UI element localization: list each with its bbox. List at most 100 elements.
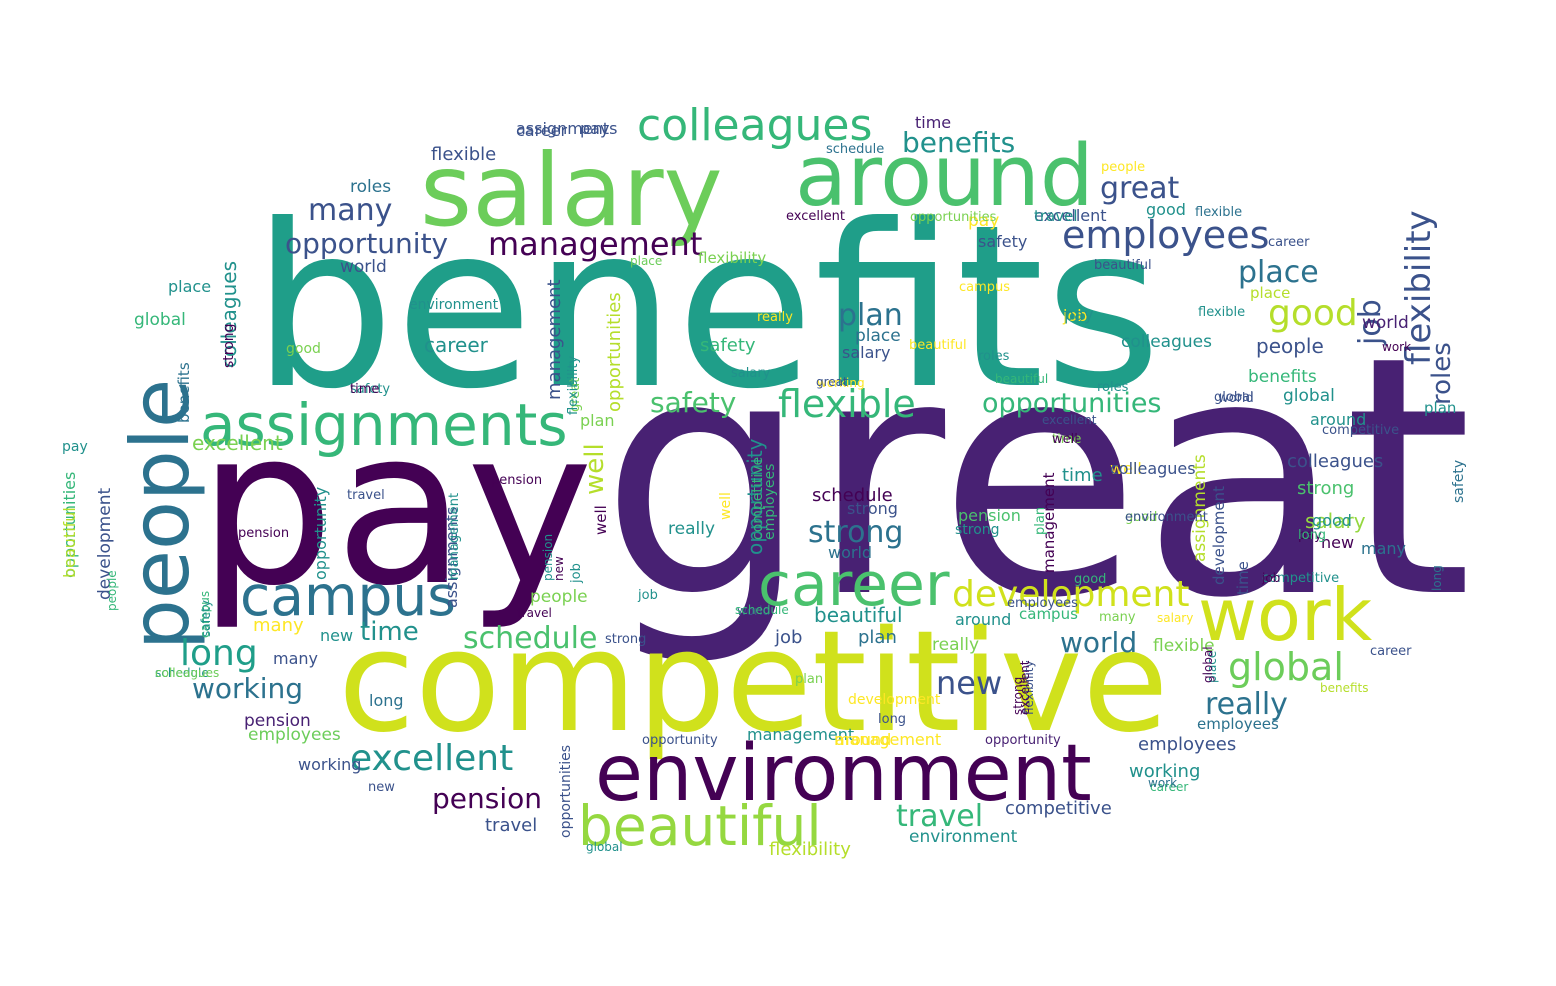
word-competitive: competitive: [750, 457, 766, 540]
word-schedule: schedule: [812, 485, 893, 506]
word-career: career: [1370, 644, 1412, 659]
word-environment: environment: [1125, 510, 1208, 525]
word-management: management: [544, 279, 565, 400]
word-plan: plan: [858, 627, 897, 648]
word-opportunities: opportunities: [604, 292, 625, 412]
word-great: great: [600, 286, 1473, 670]
word-good: good: [1312, 511, 1352, 530]
word-well: well: [718, 492, 734, 520]
word-schedule: schedule: [155, 666, 209, 680]
word-colleagues: colleagues: [217, 261, 241, 368]
word-safety: safety: [199, 600, 213, 637]
word-world: world: [1060, 626, 1137, 659]
word-schedule: schedule: [735, 603, 789, 617]
word-new: new: [368, 780, 395, 795]
word-world: world: [340, 257, 387, 277]
word-really: really: [1205, 687, 1288, 722]
word-pension: pension: [238, 526, 289, 541]
word-safety: safety: [978, 232, 1027, 251]
word-new: new: [320, 626, 353, 645]
word-beautiful: beautiful: [995, 372, 1048, 386]
word-long: long: [1298, 528, 1326, 543]
word-career: career: [424, 333, 489, 357]
word-flexibility: flexibility: [566, 356, 581, 415]
word-time: time: [915, 113, 951, 132]
word-new: new: [936, 664, 1002, 702]
word-global: global: [1201, 646, 1215, 683]
word-career: career: [1268, 235, 1310, 250]
word-pension: pension: [958, 506, 1021, 525]
word-benefits: benefits: [1320, 681, 1369, 695]
word-job: job: [1261, 571, 1280, 585]
word-opportunities: opportunities: [910, 210, 997, 225]
word-benefits: benefits: [175, 362, 193, 423]
word-pay: pay: [198, 382, 593, 633]
word-global: global: [586, 840, 623, 854]
word-career: career: [1150, 780, 1188, 794]
word-colleagues: colleagues: [155, 666, 219, 680]
word-safety: safety: [650, 386, 736, 419]
word-job: job: [637, 588, 658, 603]
word-work: work: [1198, 573, 1373, 657]
word-management: management: [488, 225, 702, 263]
word-travel: travel: [485, 815, 537, 836]
word-pension: pension: [244, 711, 311, 731]
word-colleagues: colleagues: [637, 100, 872, 151]
word-management: management: [1040, 472, 1058, 573]
word-long: long: [180, 633, 258, 674]
word-strong: strong: [847, 499, 898, 518]
word-great: great: [816, 375, 848, 389]
word-development: development: [95, 488, 115, 600]
word-beautiful: beautiful: [814, 603, 903, 627]
word-global: global: [1283, 386, 1335, 406]
word-excellent: excellent: [1042, 413, 1097, 427]
word-opportunity: opportunity: [642, 733, 718, 748]
word-world: world: [1362, 313, 1409, 333]
word-beautiful: beautiful: [578, 794, 822, 858]
word-employees: employees: [762, 464, 778, 540]
word-travel: travel: [1034, 207, 1078, 225]
word-place: place: [630, 254, 662, 268]
word-flexible: flexible: [1153, 636, 1215, 656]
word-job: job: [1062, 306, 1087, 325]
word-pension: pension: [432, 782, 542, 815]
word-competitive: competitive: [1005, 798, 1112, 819]
word-safety: safety: [350, 382, 390, 397]
word-time: time: [1062, 465, 1103, 486]
word-around: around: [955, 610, 1011, 629]
word-assignments: assignments: [200, 391, 568, 459]
word-job: job: [569, 563, 584, 584]
word-environment: environment: [595, 729, 1092, 819]
word-travel: travel: [517, 606, 552, 620]
word-really: really: [757, 310, 793, 325]
word-campus: campus: [198, 591, 212, 638]
word-flexible: flexible: [1195, 205, 1242, 220]
word-place: place: [1238, 255, 1319, 290]
word-really: really: [668, 519, 715, 539]
word-environment: environment: [909, 827, 1018, 847]
word-strong: strong: [808, 515, 903, 550]
word-working: working: [298, 755, 361, 774]
word-competitive: competitive: [338, 601, 1169, 764]
word-beautiful: beautiful: [1094, 258, 1152, 273]
word-strong: strong: [955, 522, 1000, 538]
word-employees: employees: [1062, 213, 1269, 257]
word-well: well: [1052, 432, 1078, 447]
word-well: well: [1110, 459, 1142, 478]
word-management: management: [834, 730, 941, 749]
word-new: new: [1321, 533, 1354, 552]
word-beautiful: beautiful: [60, 507, 79, 578]
word-work: work: [1382, 340, 1411, 354]
word-employees: employees: [1197, 715, 1279, 733]
word-new: new: [552, 556, 566, 581]
word-strong: strong: [1011, 677, 1025, 715]
word-plan: plan: [580, 411, 615, 430]
word-roles: roles: [1097, 380, 1129, 395]
word-roles: roles: [350, 177, 391, 197]
word-assignments: assignments: [1190, 454, 1210, 562]
word-flexible: flexible: [778, 382, 916, 426]
word-career: career: [758, 550, 950, 620]
word-pay: pay: [1298, 528, 1322, 543]
word-flexible: flexible: [1198, 305, 1245, 320]
word-really: really: [932, 635, 979, 655]
